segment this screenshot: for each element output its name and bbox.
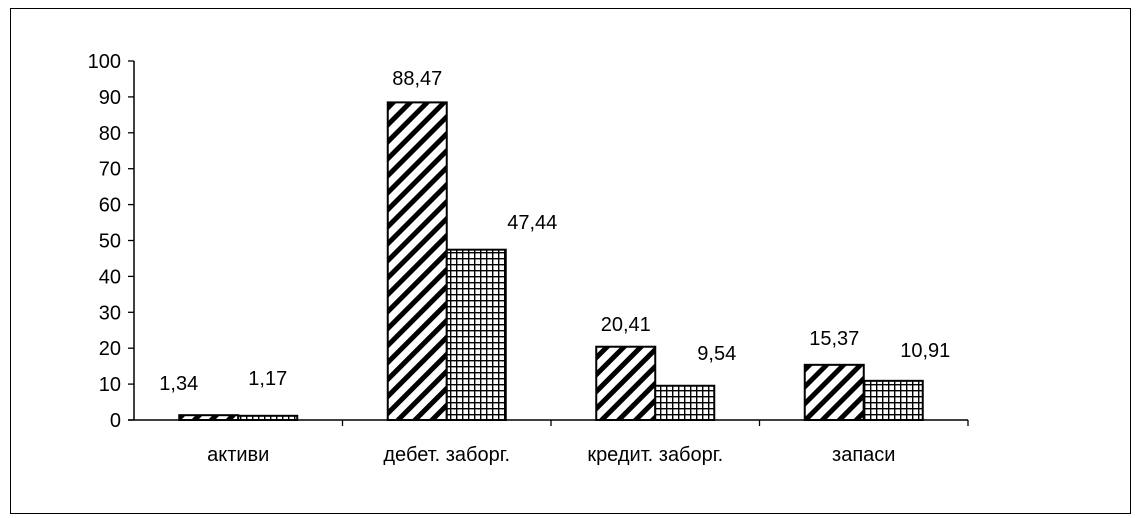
y-tick-label: 50 bbox=[99, 231, 121, 253]
data-label: 88,47 bbox=[392, 68, 442, 90]
data-label: 1,17 bbox=[248, 368, 287, 390]
axes bbox=[128, 61, 969, 426]
bar-2 bbox=[862, 379, 924, 421]
bars bbox=[178, 101, 924, 422]
y-tick-label: 100 bbox=[88, 51, 121, 73]
y-tick-label: 0 bbox=[110, 410, 121, 432]
x-axis-labels: активи дебет. заборг. кредит. заборг. запас… bbox=[207, 444, 895, 466]
data-label: 1,34 bbox=[159, 373, 198, 395]
bar-2 bbox=[445, 248, 507, 421]
data-label: 9,54 bbox=[697, 343, 736, 365]
data-label: 15,37 bbox=[809, 328, 859, 350]
bar-1 bbox=[386, 101, 448, 421]
y-tick-label: 70 bbox=[99, 159, 121, 181]
data-label: 47,44 bbox=[507, 212, 557, 234]
data-label: 10,91 bbox=[900, 340, 950, 362]
x-tick-label: кредит. заборг. bbox=[587, 444, 723, 466]
y-tick-label: 90 bbox=[99, 87, 121, 109]
x-tick-label: запаси bbox=[832, 444, 895, 466]
data-label: 20,41 bbox=[601, 314, 651, 336]
y-tick-label: 20 bbox=[99, 338, 121, 360]
bar-1 bbox=[803, 363, 865, 421]
y-tick-label: 60 bbox=[99, 195, 121, 217]
y-tick-label: 80 bbox=[99, 123, 121, 145]
chart-frame bbox=[10, 8, 1131, 514]
y-tick-label: 10 bbox=[99, 374, 121, 396]
bar-2 bbox=[654, 384, 716, 422]
y-axis-ticks: 0 10 20 30 40 50 60 70 80 90 100 bbox=[88, 51, 134, 432]
data-labels: 1,34 1,17 88,47 47,44 20,41 9,54 15,37 10,91 bbox=[159, 68, 950, 395]
y-tick-label: 30 bbox=[99, 302, 121, 324]
y-tick-label: 40 bbox=[99, 266, 121, 288]
x-tick-label: дебет. заборг. bbox=[383, 444, 510, 466]
x-tick-label: активи bbox=[207, 444, 269, 466]
bar-1 bbox=[595, 345, 657, 421]
